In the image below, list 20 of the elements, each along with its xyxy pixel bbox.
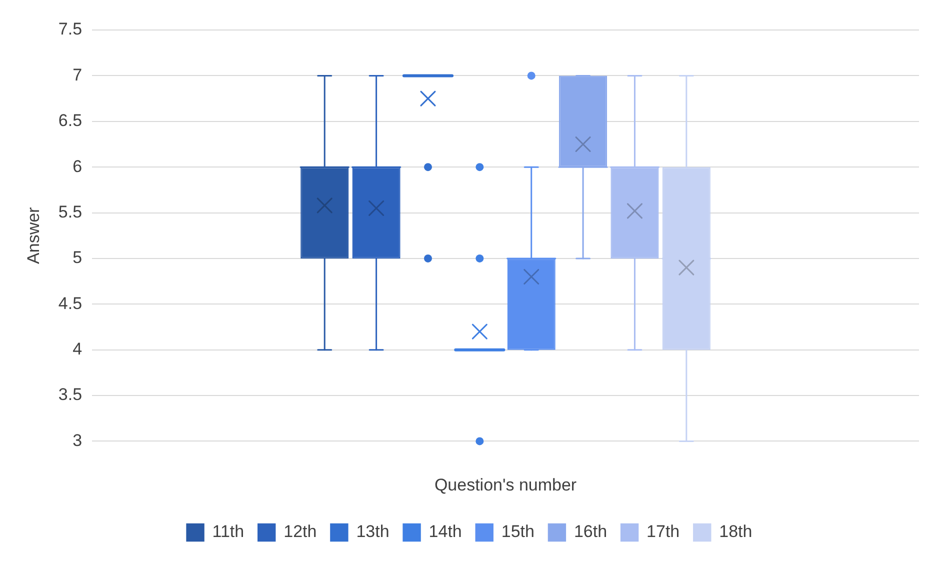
legend-label: 16th [574,522,608,542]
legend-label: 18th [719,522,752,542]
y-tick-label: 4.5 [58,294,82,313]
y-tick-label: 5.5 [58,202,82,222]
y-tick-label: 3.5 [58,385,82,404]
y-tick-label: 3 [72,430,82,450]
legend-label: 17th [646,522,680,542]
y-axis-title: Answer [24,206,43,264]
y-tick-label: 6.5 [58,111,82,130]
legend-label: 14th [428,522,462,542]
x-axis-title: Question's number [434,475,577,494]
y-tick-label: 5 [72,248,82,268]
legend-label: 12th [284,522,317,542]
y-tick-label: 6 [72,156,82,176]
legend-label: 13th [356,522,390,542]
y-tick-label: 7.5 [58,20,82,39]
y-tick-label: 4 [72,340,82,359]
legend-label: 15th [501,522,534,542]
legend-label: 11th [212,522,244,542]
y-tick-label: 7 [72,65,82,84]
